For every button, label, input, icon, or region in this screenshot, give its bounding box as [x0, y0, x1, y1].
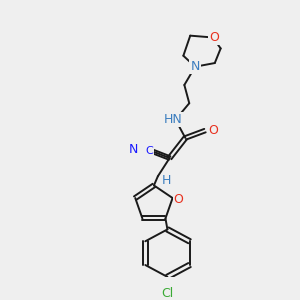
- Text: Cl: Cl: [161, 287, 174, 300]
- Text: C: C: [145, 146, 153, 156]
- Text: H: H: [162, 174, 171, 187]
- Text: O: O: [173, 194, 183, 206]
- Text: N: N: [129, 143, 138, 156]
- Text: N: N: [190, 60, 200, 73]
- Text: O: O: [209, 31, 219, 44]
- Text: O: O: [208, 124, 218, 137]
- Text: HN: HN: [164, 113, 183, 126]
